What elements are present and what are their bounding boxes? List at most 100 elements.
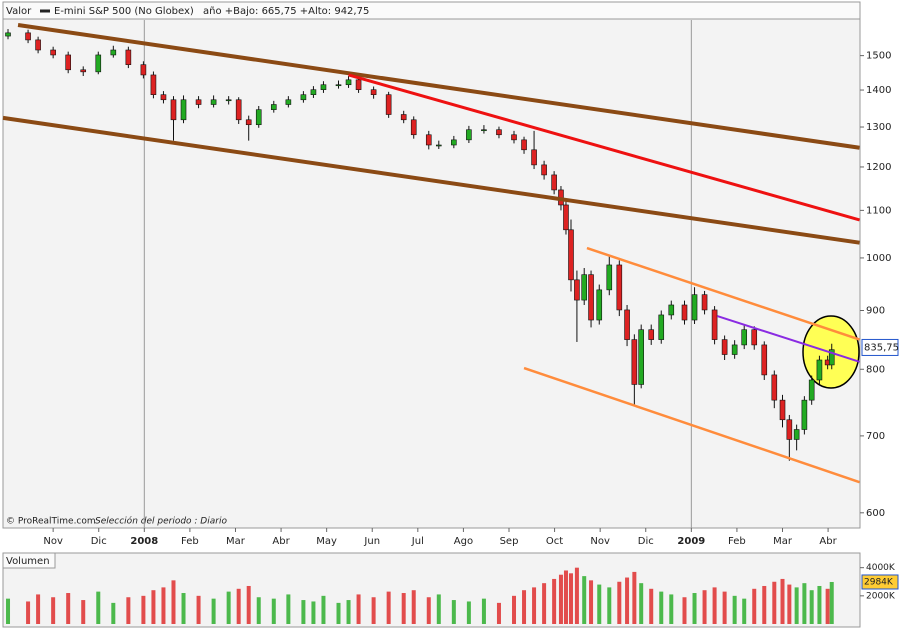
candle-body (125, 49, 132, 65)
volume-bar (607, 587, 612, 624)
volume-bar (321, 595, 326, 624)
volume-panel (2, 552, 861, 628)
volume-bar (426, 597, 431, 624)
candle-body (581, 274, 588, 301)
volume-bar (669, 594, 674, 624)
volume-bar (532, 587, 537, 624)
candle-body (235, 99, 242, 121)
candle-body (761, 344, 768, 376)
candle-body (511, 134, 517, 141)
volume-bar (481, 598, 486, 624)
volume-bar (6, 598, 11, 624)
volume-bar (301, 600, 306, 624)
volume-bar (563, 570, 568, 624)
candle-body (751, 329, 758, 346)
volume-bar (712, 587, 717, 624)
candle-body (466, 129, 472, 141)
volume-header (2, 552, 56, 569)
trend-line (348, 73, 860, 222)
trend-line (523, 366, 860, 484)
candle-body (521, 139, 527, 151)
volume-bar (386, 591, 391, 624)
candle-body (731, 344, 738, 355)
volume-bar (574, 567, 579, 624)
candle-body (180, 99, 187, 121)
y-tick-label: 1300 (866, 122, 891, 133)
x-tick-label: Oct (546, 536, 563, 547)
volume-bar (732, 595, 737, 624)
last-price-label: 835,75 (864, 342, 899, 353)
candle-body (210, 99, 217, 105)
candle-body (95, 54, 102, 73)
candle-body (140, 64, 147, 76)
volume-bar (512, 595, 517, 624)
candle-body (648, 329, 655, 340)
candle-body (496, 129, 502, 136)
candle-body (370, 89, 377, 95)
y-tick-label: 1200 (866, 162, 891, 173)
candle-body (481, 129, 487, 132)
candle-body (435, 144, 442, 147)
volume-bar (659, 591, 664, 624)
volume-bar (682, 597, 687, 624)
volume-bar (632, 571, 637, 624)
last-volume-label: 2984K (864, 577, 894, 587)
y-tick-label: 1400 (866, 85, 891, 96)
volume-bar (522, 590, 527, 624)
candle-body (568, 229, 574, 281)
volume-bar (286, 594, 291, 624)
candle-body (270, 104, 277, 110)
candle-body (80, 69, 87, 73)
volume-bar (411, 590, 416, 624)
x-tick-label: Nov (43, 536, 63, 547)
y-tick-label: 800 (866, 364, 885, 375)
candle-body (606, 264, 613, 291)
volume-bar (81, 600, 86, 624)
panel-label: Volumen (6, 556, 50, 567)
candle-body (400, 114, 407, 121)
candle-body (225, 99, 232, 102)
credit: © ProRealTime.com (6, 517, 96, 527)
candle-body (596, 289, 603, 321)
y-tick-label: 1500 (866, 51, 891, 62)
x-tick-label: 2008 (130, 536, 158, 547)
x-tick-label: Abr (272, 536, 290, 547)
candle-body (335, 84, 342, 87)
volume-bar (356, 594, 361, 624)
volume-bar (802, 583, 807, 624)
period: Selección del periodo : Diario (95, 516, 227, 527)
volume-bar (589, 580, 594, 624)
candle-body (793, 429, 800, 440)
trend-line (2, 115, 860, 245)
x-tick-label: Feb (181, 536, 199, 547)
x-tick-label: Abr (819, 536, 837, 547)
candle-body (638, 329, 644, 385)
volume-bar (794, 587, 799, 624)
price-header (2, 1, 861, 20)
candle-body (50, 49, 56, 56)
candle-body (801, 399, 808, 430)
volume-bar (639, 583, 644, 624)
volume-bar (742, 598, 747, 624)
y-tick-label: 700 (866, 431, 885, 442)
candle-body (701, 294, 708, 311)
volume-bar (181, 593, 186, 624)
volume-bar (762, 585, 767, 624)
volume-bar (809, 590, 814, 624)
volume-bar (336, 602, 341, 624)
candle-body (300, 94, 307, 101)
panel-label: Valor (6, 6, 32, 17)
volume-bar (787, 584, 792, 624)
candle-body (320, 84, 327, 90)
volume-bar (226, 591, 231, 624)
volume-bar (161, 587, 166, 624)
x-tick-label: Mar (226, 536, 246, 547)
volume-bar (26, 601, 31, 624)
candle-body (779, 399, 786, 421)
volume-bar (451, 600, 456, 624)
trend-line (17, 23, 860, 150)
volume-bar (126, 597, 131, 624)
volume-bar (196, 595, 201, 624)
candle-body (588, 274, 594, 321)
volume-bar (825, 588, 830, 624)
